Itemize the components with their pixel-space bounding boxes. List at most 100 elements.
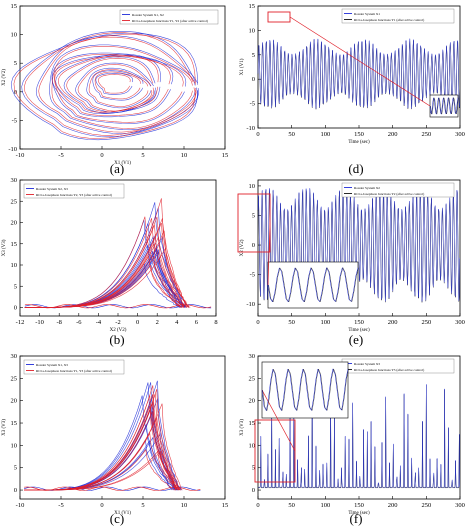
y-tick-label: 15 — [249, 420, 256, 427]
zoom-f — [254, 361, 349, 483]
zoom-inset — [261, 361, 349, 419]
plot-frame — [19, 355, 226, 500]
trajectory-red — [54, 56, 171, 116]
x-tick-label: 150 — [354, 502, 364, 509]
chart-c: -10 -5 0 5 10 15 0 5 10 15 20 25 30 X1 (V1) X3 (V3) Ros… — [2, 353, 228, 516]
series-blue — [258, 380, 460, 488]
zoom-d — [267, 11, 459, 118]
x-axis-label: X1 (V1) — [114, 161, 131, 166]
x-tick-label: 300 — [455, 319, 465, 326]
y-axis-label: X3 (V3) — [2, 419, 7, 436]
x-tick-label: 300 — [455, 502, 465, 509]
y-tick-label: 30 — [249, 353, 256, 360]
y-tick-label: 0 — [252, 487, 255, 494]
trajectory-blue — [75, 62, 155, 113]
trajectory-red — [51, 46, 193, 129]
y-tick-label: 15 — [11, 3, 18, 10]
y-axis-label: X2 (V2) — [240, 239, 245, 256]
y-tick-label: 5 — [14, 60, 17, 67]
legend-entry: Rossler System X2 — [354, 186, 380, 190]
x-tick-label: 5 — [141, 502, 144, 509]
trajectory-blue — [95, 72, 133, 95]
y-tick-label: 10 — [11, 32, 18, 39]
zoom-inset — [267, 261, 359, 309]
caption-e: (e) — [348, 332, 364, 347]
y-tick-label: -5 — [12, 117, 17, 124]
legend-entry: Rossler System X1, X2 — [132, 13, 164, 18]
y-tick-label: 0 — [252, 242, 255, 249]
x-tick-label: 0 — [256, 319, 259, 326]
trajectory-blue — [35, 35, 200, 134]
baseline-red — [24, 304, 212, 309]
y-tick-label: 5 — [14, 283, 17, 290]
y-tick-label: 0 — [14, 487, 17, 494]
x-tick-label: 150 — [354, 131, 364, 138]
x-tick-label: -10 — [16, 502, 25, 509]
x-tick-label: 250 — [421, 502, 431, 509]
caption-c: (c) — [109, 511, 125, 526]
x-tick-label: -8 — [56, 319, 61, 326]
legend-entry: RCLs-Josephson Junctions Y1, Y3 (after a… — [36, 369, 112, 374]
x-tick-label: -2 — [115, 319, 120, 326]
y-tick-label: 0 — [252, 76, 255, 83]
trajectory-blue — [51, 52, 187, 124]
x-tick-label: 0 — [256, 502, 259, 509]
x-tick-label: 250 — [421, 131, 431, 138]
x-tick-label: 2 — [156, 319, 159, 326]
x-tick-label: 0 — [100, 502, 103, 509]
x-tick-label: 15 — [222, 152, 229, 159]
x-tick-label: -5 — [58, 502, 63, 509]
y-tick-label: 25 — [11, 375, 18, 382]
x-tick-label: 15 — [222, 502, 229, 509]
y-tick-label: 30 — [11, 353, 18, 360]
y-axis-label: X3 (V3) — [240, 419, 245, 436]
legend-entry: Rossler System X1 — [354, 12, 380, 16]
y-tick-label: 5 — [14, 465, 17, 472]
x-axis-label: Time (sec) — [348, 328, 370, 333]
legend-entry: Rossler System X3 — [354, 362, 380, 366]
x-tick-label: 10 — [181, 502, 188, 509]
x-tick-label: -10 — [35, 319, 44, 326]
caption-b: (b) — [109, 332, 125, 347]
y-tick-label: 0 — [14, 89, 17, 96]
y-tick-label: -10 — [246, 301, 255, 308]
y-tick-label: -10 — [246, 125, 255, 132]
trajectory-red — [24, 32, 196, 136]
x-tick-label: 200 — [388, 131, 398, 138]
y-tick-label: 15 — [249, 3, 256, 10]
x-tick-label: 200 — [388, 502, 398, 509]
x-tick-label: 300 — [455, 131, 465, 138]
trajectory-red — [66, 57, 154, 113]
x-tick-label: -6 — [76, 319, 82, 326]
zoom-arrow — [261, 389, 296, 452]
caption-a: (a) — [109, 161, 125, 176]
legend-entry: RCLs-Josephson Junctions Y2 (after activ… — [354, 192, 424, 196]
x-tick-label: 50 — [288, 502, 295, 509]
x-axis-label: X1 (V1) — [114, 511, 131, 516]
x-tick-label: 0 — [136, 319, 139, 326]
trajectory-blue — [10, 32, 198, 141]
trajectory-red — [58, 55, 159, 113]
y-axis-label: X1 (V1) — [240, 58, 245, 75]
zoom-trace-blue — [261, 368, 349, 412]
trajectory-red — [24, 411, 179, 491]
y-tick-label: 10 — [11, 262, 18, 269]
y-tick-label: 25 — [11, 198, 18, 205]
chart-d: 0 50 100 150 200 250 300 -10 -5 0 5 10 15 Time (sec) X… — [240, 3, 465, 145]
baseline-blue — [24, 486, 201, 491]
y-tick-label: 10 — [11, 442, 18, 449]
legend-box — [119, 9, 219, 25]
legend-box — [341, 182, 455, 198]
x-tick-label: 100 — [320, 131, 330, 138]
y-axis-label: X2 (V2) — [2, 69, 7, 86]
x-tick-label: 0 — [256, 131, 259, 138]
y-tick-label: 10 — [249, 442, 256, 449]
y-tick-label: 5 — [252, 52, 255, 59]
zoom-trace-black — [268, 267, 359, 303]
x-tick-label: -4 — [96, 319, 102, 326]
y-tick-label: 20 — [249, 398, 256, 405]
legend-entry: RCLs-Josephson Junctions Y1, Y2 (after a… — [132, 19, 208, 24]
y-tick-label: 20 — [11, 220, 18, 227]
y-tick-label: 10 — [249, 183, 256, 190]
